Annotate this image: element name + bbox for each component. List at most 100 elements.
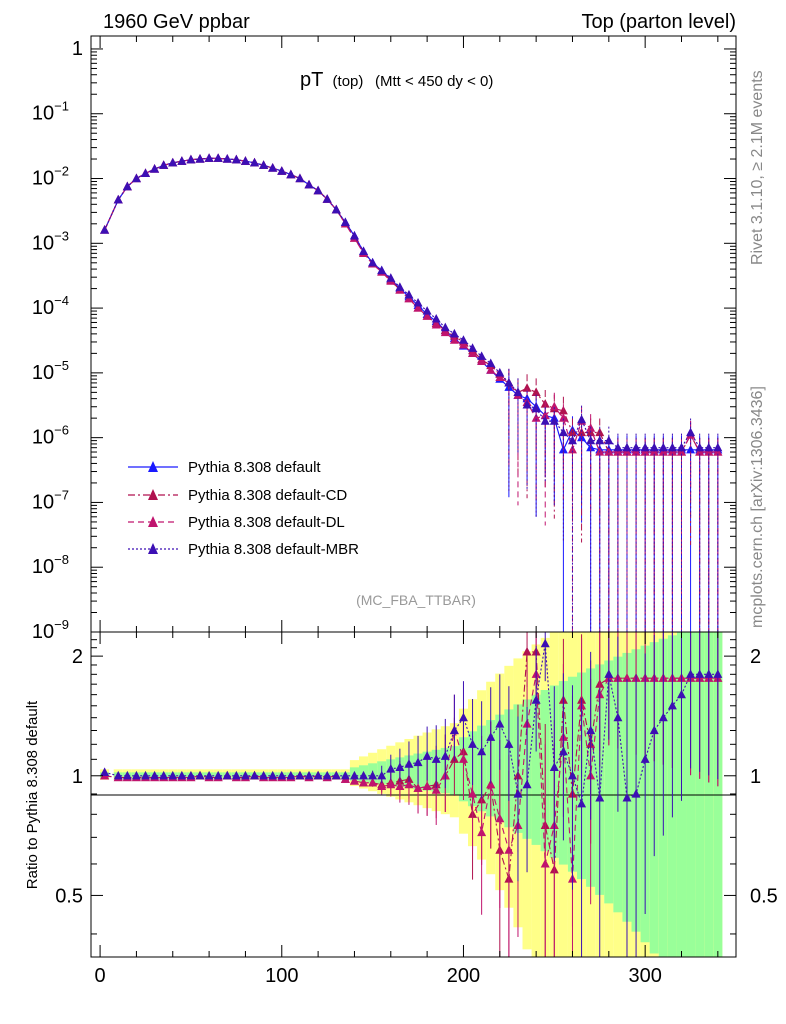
point-mbr <box>640 442 650 452</box>
ratio-point-mbr <box>477 746 487 756</box>
ratio-point-dl <box>458 754 468 763</box>
series-line-mbr <box>104 157 718 449</box>
ratio-y-tick-label-right: 2 <box>750 646 761 668</box>
point-dl <box>440 327 450 337</box>
ratio-point-mbr <box>686 669 696 678</box>
point-mbr <box>268 163 278 172</box>
point-mbr <box>395 282 405 291</box>
ratio-point-dl <box>404 779 414 789</box>
ratio-point-dl <box>349 776 359 785</box>
legend-marker-mbr <box>148 543 158 554</box>
ratio-point-mbr <box>322 770 332 780</box>
y-tick-exponent: −7 <box>54 487 69 502</box>
ratio-point-mbr <box>231 770 241 780</box>
ratio-point-mbr <box>359 770 369 780</box>
y-tick-exponent: −5 <box>54 358 69 373</box>
ratio-point-mbr <box>513 789 523 798</box>
ratio-point-mbr <box>168 770 178 780</box>
ratio-point-dl <box>431 785 441 794</box>
point-dl <box>540 410 550 420</box>
ratio-point-mbr <box>658 712 668 722</box>
ratio-point-mbr <box>422 751 432 760</box>
ratio-point-mbr <box>150 770 160 780</box>
series-line-default <box>104 157 718 452</box>
y-tick-label: 10−4 <box>32 293 69 319</box>
ratio-point-mbr <box>458 712 468 722</box>
ratio-point-mbr <box>195 770 205 780</box>
point-mbr <box>404 289 414 299</box>
point-mbr <box>295 173 305 183</box>
ratio-point-mbr <box>286 770 296 780</box>
ratio-point-mbr <box>522 779 532 789</box>
ratio-point-mbr <box>340 770 350 780</box>
ratio-point-dl <box>540 859 550 868</box>
point-mbr <box>168 157 178 167</box>
point-mbr <box>359 246 369 255</box>
ratio-point-mbr <box>331 770 341 780</box>
x-tick-label: 300 <box>628 965 661 987</box>
ratio-point-dl <box>413 783 423 792</box>
legend-label-default: Pythia 8.308 default <box>188 459 321 476</box>
y-tick-exponent: −4 <box>54 293 69 308</box>
point-mbr <box>468 343 478 352</box>
point-mbr <box>458 335 468 344</box>
ratio-point-mbr <box>213 770 223 780</box>
ratio-y-tick-label-right: 1 <box>750 766 761 788</box>
plot-title: pT (top) (Mtt < 450 dy < 0) <box>300 69 493 91</box>
ratio-series <box>100 632 723 957</box>
ratio-point-mbr <box>368 770 378 780</box>
ratio-point-mbr <box>377 770 387 780</box>
y-tick-label: 10−5 <box>32 358 69 384</box>
point-mbr <box>331 204 341 214</box>
y-tick-base: 10 <box>32 103 54 125</box>
point-dl <box>468 348 478 357</box>
point-mbr <box>349 230 359 240</box>
ratio-point-mbr <box>222 770 232 780</box>
ratio-point-mbr <box>558 746 568 756</box>
ratio-point-mbr <box>186 770 196 780</box>
point-mbr <box>131 173 141 183</box>
series-dl <box>100 153 723 632</box>
watermark: (MC_FBA_TTBAR) <box>356 592 476 608</box>
ratio-point-mbr <box>159 770 169 780</box>
ratio-point-mbr <box>667 700 677 710</box>
ratio-panel: 0.5 0.5 1 1 2 2 0 100 200 300 Ratio to Pythia 8.3… <box>24 631 778 987</box>
point-mbr <box>649 442 659 452</box>
y-tick-label: 10−6 <box>32 423 69 449</box>
ratio-point-mbr <box>577 798 587 808</box>
point-mbr <box>622 442 632 452</box>
point-mbr <box>222 154 232 163</box>
plot-title-main: pT <box>300 69 323 91</box>
point-dl <box>495 372 505 382</box>
point-mbr <box>513 387 523 396</box>
y-tick-exponent: −8 <box>54 552 69 567</box>
ratio-point-mbr <box>122 770 132 780</box>
ratio-point-mbr <box>540 638 550 648</box>
point-mbr <box>531 403 541 413</box>
point-dl <box>567 444 577 454</box>
point-mbr <box>422 306 432 315</box>
point-mbr <box>713 442 723 452</box>
ratio-point-mbr <box>613 712 623 722</box>
x-tick-label: 0 <box>95 965 106 987</box>
y-tick-exponent: −9 <box>54 617 69 632</box>
ratio-point-dl <box>504 845 514 854</box>
point-dl <box>549 401 559 411</box>
point-mbr <box>304 179 314 189</box>
header-right: Top (parton level) <box>581 11 736 33</box>
ratio-point-mbr <box>386 764 396 773</box>
y-tick-exponent: −6 <box>54 423 69 438</box>
y-tick-label: 10−3 <box>32 228 69 254</box>
ratio-point-mbr <box>313 770 323 780</box>
y-tick-base: 10 <box>32 168 54 190</box>
point-mbr <box>504 377 514 387</box>
point-mbr <box>676 442 686 452</box>
legend-label-dl: Pythia 8.308 default-DL <box>188 514 345 531</box>
y-tick-label: 1 <box>72 38 83 60</box>
point-mbr <box>204 153 214 162</box>
point-mbr <box>186 154 196 164</box>
point-default <box>686 444 696 454</box>
ratio-point-mbr <box>395 762 405 771</box>
ratio-point-mbr <box>413 757 423 767</box>
